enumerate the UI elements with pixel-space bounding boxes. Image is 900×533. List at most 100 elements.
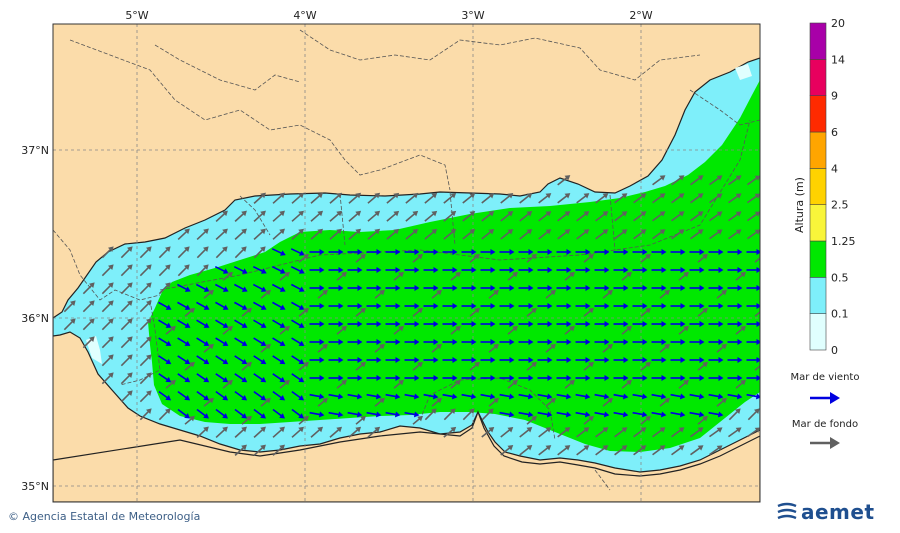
swell-arrow <box>678 379 689 389</box>
swell-arrow <box>652 445 666 456</box>
wind-sea-arrow <box>309 411 325 418</box>
swell-arrow <box>120 246 133 259</box>
wind-sea-arrow <box>404 393 420 400</box>
swell-arrow <box>120 318 133 331</box>
swell-arrow <box>367 192 381 204</box>
wind-sea-arrow <box>613 267 629 273</box>
longitude-labels: 5°W 4°W 3°W 2°W <box>125 9 652 22</box>
wind-sea-arrow <box>177 373 191 383</box>
wind-sea-arrow <box>233 265 248 274</box>
wind-sea-arrow <box>613 249 629 255</box>
wind-sea-arrow <box>613 285 629 291</box>
wind-sea-arrow <box>253 355 267 365</box>
swell-arrow <box>564 379 575 389</box>
swell-arrow <box>234 426 247 438</box>
wind-sea-arrow <box>328 321 344 327</box>
swell-arrow <box>234 444 247 456</box>
colorbar-segment <box>809 168 827 205</box>
swell-arrow <box>348 210 362 222</box>
wind-sea-arrow <box>556 357 572 363</box>
colorbar-segment <box>809 22 827 60</box>
swell-arrow <box>754 253 760 263</box>
wind-sea-arrow <box>309 249 325 255</box>
swell-arrow <box>374 397 385 407</box>
colorbar-level-label: 0 <box>831 344 838 357</box>
swell-arrow <box>652 175 666 186</box>
wind-sea-arrow <box>556 375 572 381</box>
wind-sea-arrow <box>746 321 760 327</box>
wind-sea-arrow <box>651 303 667 309</box>
swell-arrow <box>735 325 746 335</box>
swell-arrow <box>633 211 647 222</box>
wind-sea-arrow <box>366 249 382 255</box>
swell-arrow <box>690 427 704 438</box>
wind-sea-arrow <box>556 267 572 273</box>
colorbar-segment <box>809 313 827 351</box>
swell-arrow <box>424 228 438 240</box>
swell-arrow <box>253 192 266 204</box>
swell-arrow <box>690 193 704 204</box>
wave-height-colorbar <box>809 22 827 351</box>
wind-sea-arrow <box>385 393 401 400</box>
wind-sea-arrow <box>404 411 420 418</box>
wind-sea-arrow <box>480 249 496 255</box>
swell-arrow <box>374 343 385 353</box>
swell-arrow <box>697 307 708 317</box>
swell-arrow <box>348 426 362 438</box>
swell-arrow <box>317 343 328 353</box>
wind-sea-arrow <box>632 249 648 255</box>
swell-arrow <box>557 175 571 186</box>
swell-arrow <box>488 289 499 299</box>
wind-sea-arrow <box>594 303 610 309</box>
wind-sea-arrow <box>347 375 363 381</box>
swell-arrow <box>481 228 495 240</box>
wind-sea-arrow <box>328 393 344 400</box>
wind-sea-arrow <box>442 393 458 400</box>
wind-sea-arrow <box>537 303 553 309</box>
wind-sea-arrow <box>708 393 724 400</box>
wind-sea-arrow <box>461 249 477 255</box>
swell-arrow <box>101 318 114 331</box>
swell-arrow <box>526 415 537 425</box>
swell-arrow <box>443 408 456 421</box>
swell-arrow <box>602 289 613 299</box>
wind-sea-arrow <box>746 375 760 381</box>
swell-arrow <box>101 336 114 349</box>
wind-sea-arrow <box>670 393 686 400</box>
swell-arrow <box>595 427 609 438</box>
wind-sea-arrow <box>708 375 724 381</box>
wind-sea-arrow <box>253 373 267 383</box>
swell-arrow <box>709 175 723 186</box>
colorbar-level-label: 9 <box>831 90 838 103</box>
swell-arrow <box>120 300 133 313</box>
wind-sea-arrow <box>272 337 286 346</box>
wind-sea-arrow <box>423 393 439 400</box>
wind-sea-arrow <box>556 393 572 400</box>
wind-sea-arrow <box>385 357 401 363</box>
swell-arrow <box>716 289 727 299</box>
wind-sea-arrow <box>670 321 686 327</box>
wind-sea-arrow <box>575 285 591 291</box>
wind-sea-arrow <box>594 285 610 291</box>
swell-arrow <box>678 271 689 281</box>
wind-sea-arrow <box>499 303 515 309</box>
swell-arrow <box>120 264 133 277</box>
swell-arrow <box>165 325 176 335</box>
swell-arrow <box>203 343 214 353</box>
wind-sea-arrow <box>423 375 439 381</box>
coastline-africa <box>53 410 760 502</box>
wind-sea-arrow <box>214 283 229 292</box>
wind-sea-arrow <box>556 339 572 345</box>
wind-sea-arrow <box>499 285 515 291</box>
swell-arrow <box>564 325 575 335</box>
wind-sea-arrow <box>575 321 591 327</box>
swell-arrow <box>139 264 152 277</box>
wind-sea-arrow <box>253 408 267 419</box>
wind-sea-arrow <box>215 391 229 401</box>
wind-sea-arrow <box>708 321 724 327</box>
wind-sea-arrow <box>404 357 420 363</box>
swell-arrow <box>139 390 152 403</box>
swell-arrow <box>317 397 328 407</box>
wind-sea-arrow <box>196 301 210 310</box>
legend-title: Altura (m) <box>793 177 806 233</box>
